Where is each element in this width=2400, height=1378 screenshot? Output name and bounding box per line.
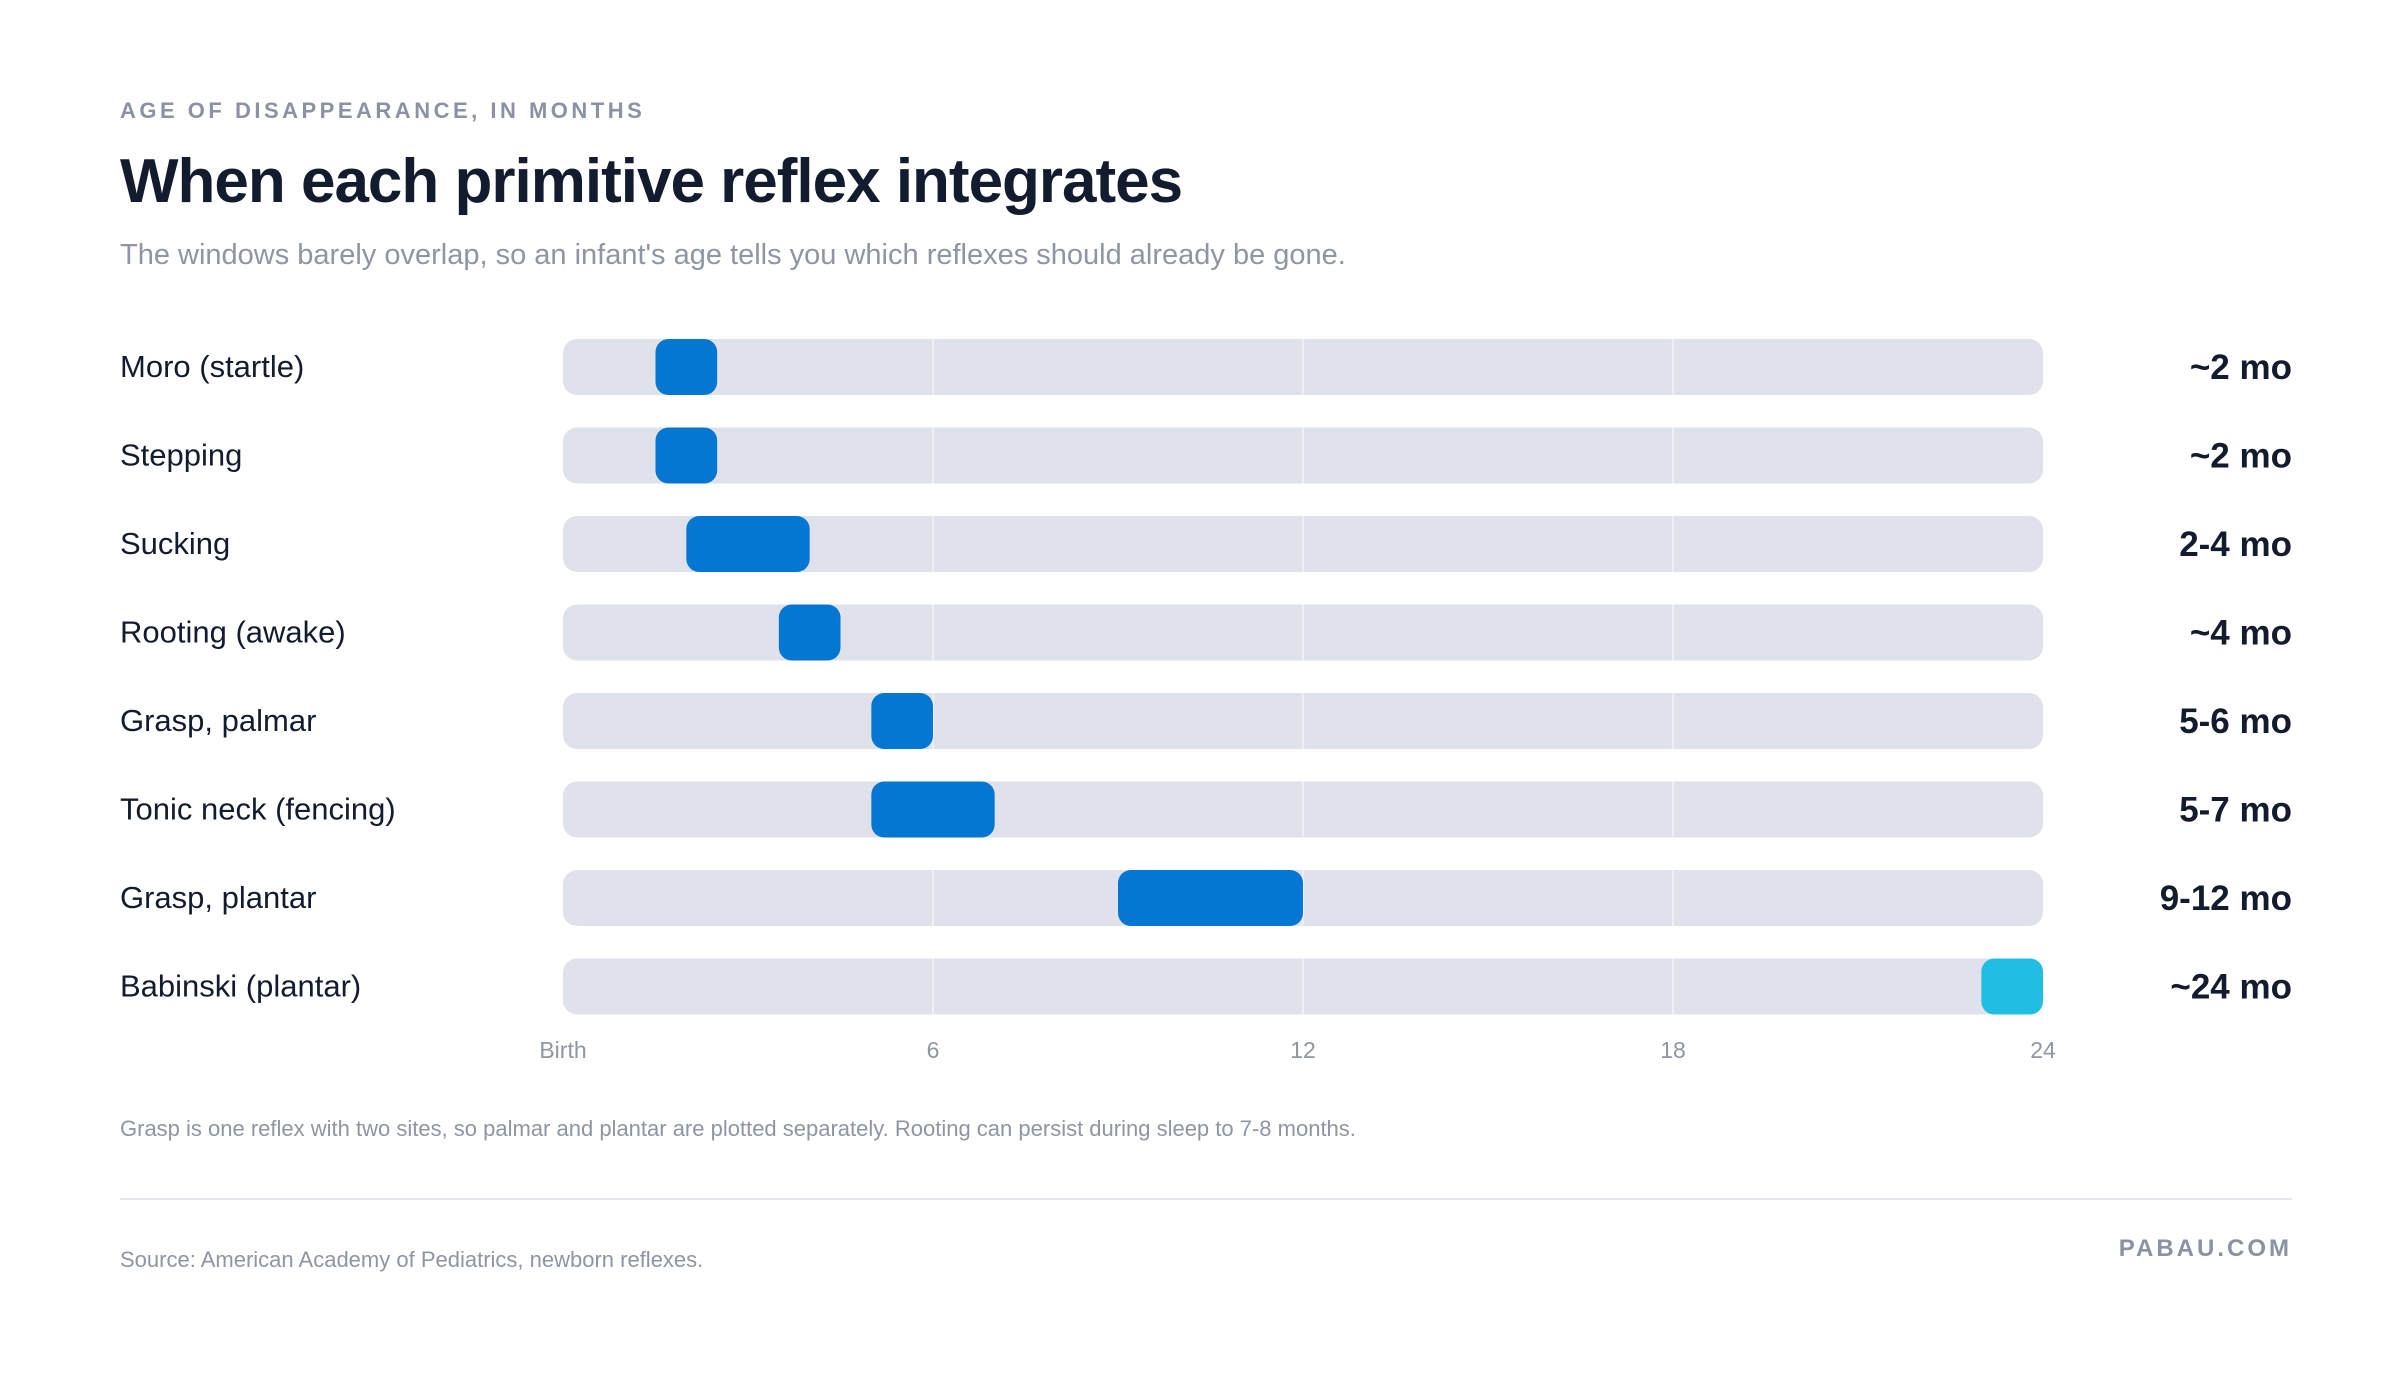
range-bar (778, 604, 841, 661)
row-track (563, 958, 2043, 1015)
chart-subtitle: The windows barely overlap, so an infant… (120, 239, 1346, 271)
chart-row: Rooting (awake) ~4 mo (120, 604, 2292, 661)
value-label: ~2 mo (2190, 437, 2292, 476)
chart-row: Babinski (plantar) ~24 mo (120, 958, 2292, 1015)
chart-title: When each primitive reflex integrates (120, 147, 1183, 216)
row-track (563, 604, 2043, 661)
value-label: ~24 mo (2170, 968, 2292, 1007)
chart-row: Grasp, palmar 5-6 mo (120, 693, 2292, 749)
chart-row: Sucking 2-4 mo (120, 516, 2292, 572)
row-label: Grasp, plantar (120, 880, 316, 915)
footer-divider (120, 1198, 2292, 1200)
reflex-range-chart: Moro (startle) ~2 mo Stepping ~2 mo Sucking 2… (120, 339, 2292, 1063)
range-bar (655, 427, 718, 484)
row-label: Rooting (awake) (120, 615, 346, 650)
brand-label: PABAU.COM (2118, 1235, 2292, 1262)
value-label: 9-12 mo (2160, 879, 2292, 918)
value-label: ~2 mo (2190, 348, 2292, 387)
range-bar (686, 516, 810, 572)
range-bar (871, 693, 933, 749)
row-track (563, 339, 2043, 395)
row-label: Tonic neck (fencing) (120, 792, 396, 827)
range-bar (1118, 870, 1303, 926)
chart-row: Stepping ~2 mo (120, 427, 2292, 484)
row-label: Babinski (plantar) (120, 969, 361, 1004)
x-tick-label: Birth (539, 1037, 586, 1063)
value-label: 2-4 mo (2179, 525, 2292, 564)
row-label: Moro (startle) (120, 349, 304, 384)
source-note: Source: American Academy of Pediatrics, … (120, 1247, 704, 1272)
row-track (563, 427, 2043, 484)
range-bar (1981, 958, 2043, 1015)
value-label: 5-7 mo (2179, 791, 2292, 830)
x-tick-label: 6 (927, 1037, 940, 1063)
range-bar (871, 781, 995, 838)
value-label: 5-6 mo (2179, 702, 2292, 741)
row-label: Sucking (120, 526, 230, 561)
row-track (563, 516, 2043, 572)
x-tick-label: 24 (2030, 1037, 2056, 1063)
row-label: Grasp, palmar (120, 703, 316, 738)
chart-row: Moro (startle) ~2 mo (120, 339, 2292, 395)
row-label: Stepping (120, 438, 242, 473)
chart-row: Tonic neck (fencing) 5-7 mo (120, 781, 2292, 838)
range-bar (655, 339, 718, 395)
x-tick-label: 12 (1290, 1037, 1316, 1063)
x-tick-label: 18 (1660, 1037, 1686, 1063)
chart-eyebrow: AGE OF DISAPPEARANCE, IN MONTHS (120, 98, 646, 123)
chart-footnote: Grasp is one reflex with two sites, so p… (120, 1116, 1356, 1141)
value-label: ~4 mo (2190, 614, 2292, 653)
chart-row: Grasp, plantar 9-12 mo (120, 870, 2292, 926)
